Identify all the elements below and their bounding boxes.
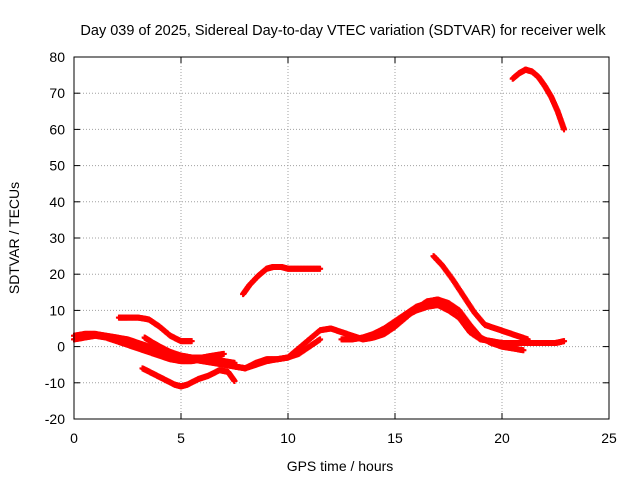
data-point [456, 314, 463, 321]
series-sat-c [115, 314, 195, 345]
series-sat-i [338, 300, 484, 343]
x-tick-label: 20 [494, 430, 510, 446]
y-axis-label: SDTVAR / TECUs [6, 182, 22, 294]
series-sat-l [477, 336, 568, 346]
y-tick-label: 60 [49, 121, 65, 137]
y-tick-label: 0 [57, 339, 65, 355]
series-sat-g [242, 336, 324, 372]
series-sat-d [141, 334, 227, 361]
data-point [220, 350, 227, 357]
y-tick-label: 80 [49, 49, 65, 65]
data-point [520, 347, 527, 354]
x-tick-label: 10 [280, 430, 296, 446]
series-sat-h [240, 263, 324, 298]
series-sat-e [139, 365, 238, 390]
data-point [231, 377, 238, 384]
series-sat-j [381, 301, 463, 336]
data-point [317, 336, 324, 343]
series-sat-m [509, 66, 568, 133]
y-tick-label: -20 [45, 411, 65, 427]
x-tick-label: 0 [70, 430, 78, 446]
axes: 0 5 10 15 20 25 -20 -10 0 10 20 30 40 50 60 70 80 [45, 49, 617, 446]
data-point [561, 126, 568, 133]
grid-lines [74, 57, 609, 419]
y-tick-label: 20 [49, 266, 65, 282]
data-point [561, 338, 568, 345]
y-tick-label: 10 [49, 302, 65, 318]
y-tick-label: -10 [45, 375, 65, 391]
data-point [188, 338, 195, 345]
series-sat-b [71, 332, 238, 366]
data-point [317, 265, 324, 272]
y-tick-label: 40 [49, 194, 65, 210]
x-tick-label: 5 [177, 430, 185, 446]
data-points [71, 66, 568, 390]
y-tick-label: 30 [49, 230, 65, 246]
y-tick-label: 50 [49, 158, 65, 174]
series-sat-k [430, 253, 531, 343]
chart-title: Day 039 of 2025, Sidereal Day-to-day VTE… [80, 23, 606, 39]
x-tick-label: 15 [387, 430, 403, 446]
x-axis-label: GPS time / hours [287, 458, 394, 474]
x-tick-label: 25 [601, 430, 617, 446]
y-tick-label: 70 [49, 85, 65, 101]
